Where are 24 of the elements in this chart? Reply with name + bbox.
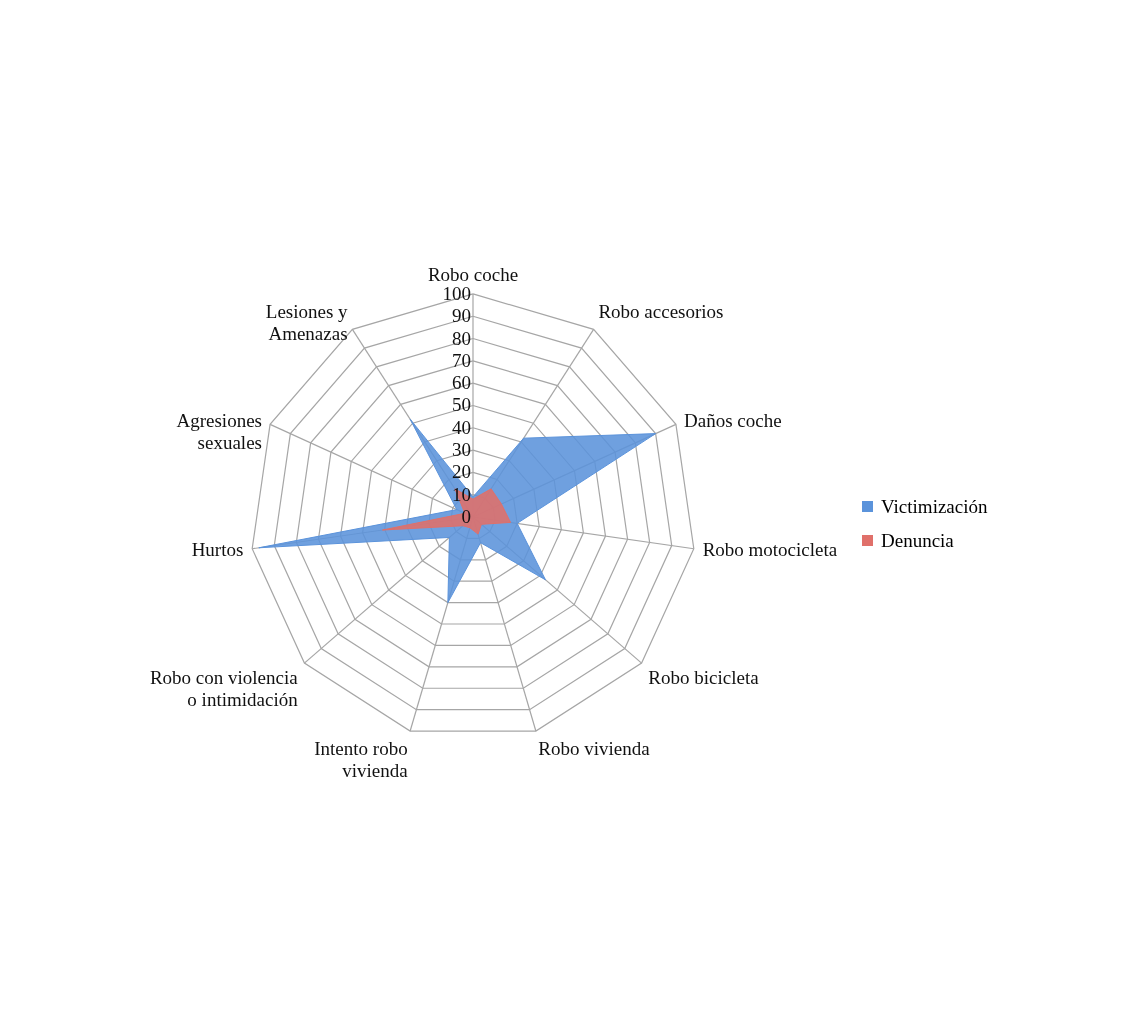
spoke-label: Robo motocicleta	[702, 539, 838, 561]
y-tick-label: 80	[452, 327, 471, 349]
legend-label: Victimización	[881, 495, 988, 517]
y-tick-label: 70	[452, 349, 471, 371]
spoke-label: Robo con violencia o intimidación	[149, 666, 299, 710]
y-tick-label: 40	[452, 416, 471, 438]
y-tick-label: 30	[452, 439, 471, 461]
spoke-label: Hurtos	[191, 539, 244, 561]
spoke-label: Intento robo vivienda	[314, 737, 409, 781]
y-tick-label: 100	[442, 282, 471, 304]
spoke-label: Lesiones y Amenazas	[265, 300, 349, 344]
spoke-label: Daños coche	[684, 409, 782, 431]
spoke-label: Robo coche	[427, 264, 519, 285]
y-tick-label: 50	[452, 394, 471, 416]
y-tick-label: 20	[452, 461, 471, 483]
spoke-label: Robo accesorios	[598, 300, 724, 322]
legend-label: Denuncia	[881, 529, 955, 551]
y-tick-label: 90	[452, 305, 471, 327]
y-tick-label: 60	[452, 372, 471, 394]
spoke-label: Robo vivienda	[538, 737, 651, 759]
spoke-label: Robo bicicleta	[648, 666, 760, 688]
y-tick-label: 10	[452, 483, 471, 505]
y-tick-label: 0	[461, 506, 471, 527]
spoke-label: Agresiones sexuales	[176, 409, 262, 453]
